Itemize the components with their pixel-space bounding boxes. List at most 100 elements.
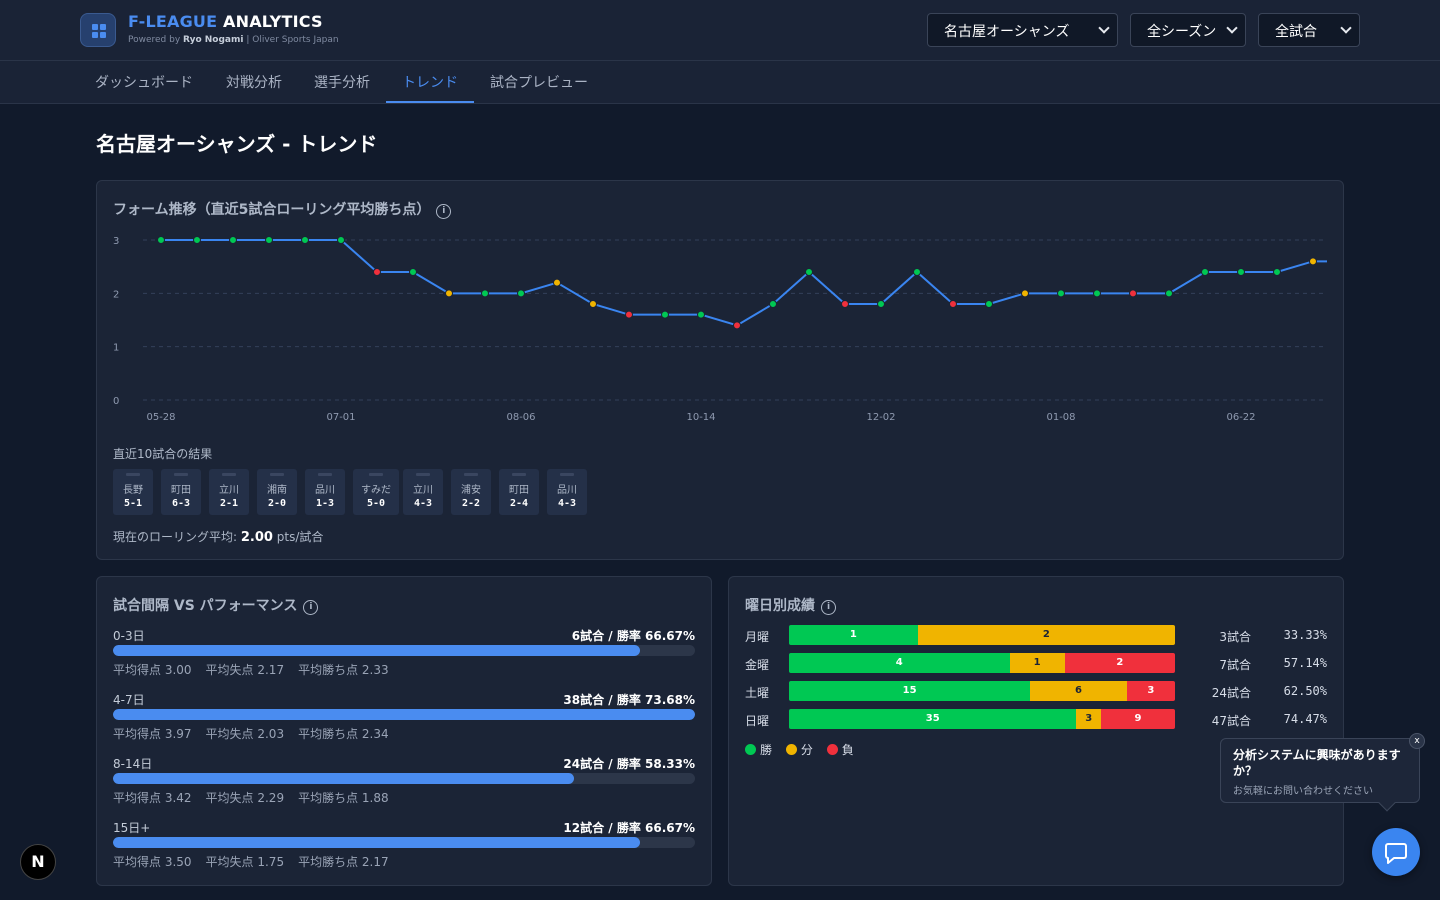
tab-dashboard[interactable]: ダッシュボード	[95, 75, 193, 91]
match-score: 5-1	[123, 498, 143, 509]
interval-stat: 平均得点 3.42	[113, 791, 192, 805]
weekday-segment-loss: 3	[1126, 681, 1175, 701]
info-icon[interactable]: i	[303, 600, 319, 615]
match-score: 4-3	[557, 498, 577, 509]
recent-results-title: 直近10試合の結果	[113, 447, 213, 461]
recent-match-tile[interactable]: 町田 2-4	[499, 469, 539, 515]
recent-match-tile[interactable]: すみだ 5-0	[353, 469, 399, 515]
interval-stat: 平均勝ち点 2.17	[298, 855, 389, 869]
interval-bar-fill	[113, 773, 574, 784]
weekday-label: 金曜	[745, 658, 770, 672]
match-score: 5-0	[366, 498, 386, 509]
interval-stat: 平均失点 2.29	[205, 791, 285, 805]
data-point	[1201, 268, 1209, 276]
tab-matchup[interactable]: 対戦分析	[226, 75, 282, 91]
recent-match-tile[interactable]: 町田 6-3	[161, 469, 201, 515]
y-tick-label: 0	[113, 396, 119, 407]
match-opponent: 長野	[123, 485, 143, 496]
weekday-label: 土曜	[745, 686, 770, 700]
recent-match-tile[interactable]: 品川 4-3	[547, 469, 587, 515]
data-point	[589, 300, 597, 308]
data-point	[553, 278, 561, 287]
info-icon[interactable]: i	[821, 600, 836, 615]
chevron-down-icon	[1226, 22, 1238, 34]
interval-summary: 38試合 / 勝率 73.68%	[563, 693, 695, 707]
interval-stats: 平均得点 3.42 平均失点 2.29 平均勝ち点 1.88	[113, 789, 403, 806]
weekday-segment-draw: 3	[1076, 709, 1102, 729]
interval-bar-fill	[113, 837, 640, 848]
chat-icon	[1385, 843, 1407, 864]
weekday-legend: 勝 分 負	[745, 741, 864, 758]
data-point	[481, 289, 489, 298]
nav-tabs: ダッシュボード 対戦分析 選手分析 トレンド 試合プレビュー	[0, 61, 1440, 104]
x-tick-label: 06-22	[1226, 412, 1255, 423]
weekday-title: 曜日別成績 i	[745, 595, 836, 615]
recent-match-tile[interactable]: 品川 1-3	[305, 469, 345, 515]
data-point	[733, 321, 741, 330]
weekday-games: 7試合	[1219, 658, 1251, 672]
match-opponent: 品川	[557, 485, 577, 496]
match-opponent: 町田	[509, 485, 529, 496]
tab-preview[interactable]: 試合プレビュー	[490, 75, 588, 91]
x-tick-label: 07-01	[326, 412, 355, 423]
data-point	[697, 310, 705, 319]
x-tick-label: 05-28	[146, 412, 175, 423]
x-tick-label: 08-06	[506, 412, 535, 423]
match-score: 2-0	[267, 498, 287, 509]
weekday-rate: 62.50%	[1283, 684, 1327, 698]
weekday-segment-win: 4	[789, 653, 1010, 673]
data-point	[373, 268, 381, 276]
chat-button[interactable]	[1372, 828, 1420, 876]
data-point	[409, 268, 417, 276]
brand-title: F-LEAGUE ANALYTICS	[128, 12, 323, 31]
interval-stat: 平均失点 1.75	[205, 855, 285, 869]
interval-stat: 平均勝ち点 2.34	[298, 727, 389, 741]
close-icon[interactable]: x	[1409, 733, 1425, 749]
interval-stat: 平均勝ち点 2.33	[298, 663, 389, 677]
data-point	[769, 300, 777, 308]
interval-stat: 平均得点 3.00	[113, 663, 192, 677]
data-point	[1021, 289, 1029, 298]
form-trend-card: フォーム推移（直近5試合ローリング平均勝ち点） i 0 1 2 3 05-28 07-01 0…	[96, 180, 1344, 560]
data-point	[193, 236, 201, 244]
match-type-select[interactable]: 全試合	[1258, 13, 1360, 47]
x-tick-label: 10-14	[686, 412, 715, 423]
tab-trends[interactable]: トレンド	[386, 61, 474, 103]
weekday-games: 24試合	[1211, 686, 1251, 700]
recent-match-tile[interactable]: 長野 5-1	[113, 469, 153, 515]
interval-bar-fill	[113, 709, 695, 720]
season-select[interactable]: 全シーズン	[1130, 13, 1246, 47]
match-opponent: 品川	[315, 485, 335, 496]
data-point	[1057, 289, 1065, 298]
interval-stat: 平均失点 2.17	[205, 663, 285, 677]
tab-players[interactable]: 選手分析	[314, 75, 370, 91]
match-opponent: 浦安	[461, 485, 481, 496]
x-tick-label: 01-08	[1046, 412, 1075, 423]
interval-label: 4-7日	[113, 693, 145, 707]
interval-label: 0-3日	[113, 629, 145, 643]
team-select[interactable]: 名古屋オーシャンズ	[927, 13, 1118, 47]
interval-stats: 平均得点 3.50 平均失点 1.75 平均勝ち点 2.17	[113, 853, 403, 870]
recent-match-tile[interactable]: 湘南 2-0	[257, 469, 297, 515]
data-point	[1165, 289, 1173, 298]
chevron-down-icon	[1098, 22, 1110, 34]
y-tick-label: 1	[113, 343, 119, 354]
interval-stats: 平均得点 3.97 平均失点 2.03 平均勝ち点 2.34	[113, 725, 403, 742]
recent-match-tile[interactable]: 立川 4-3	[403, 469, 443, 515]
data-point	[1129, 289, 1137, 298]
data-point	[625, 310, 633, 319]
series-line	[161, 239, 1327, 327]
interval-bar	[113, 837, 695, 848]
data-point	[1309, 257, 1317, 266]
logo-icon	[80, 13, 116, 47]
next-badge[interactable]: N	[20, 844, 56, 880]
info-icon[interactable]: i	[436, 204, 452, 219]
chevron-down-icon	[1340, 22, 1352, 34]
data-point	[913, 268, 921, 276]
match-score: 2-4	[509, 498, 529, 509]
recent-match-tile[interactable]: 浦安 2-2	[451, 469, 491, 515]
recent-match-tile[interactable]: 立川 2-1	[209, 469, 249, 515]
y-tick-label: 3	[113, 236, 119, 247]
contact-popup[interactable]: 分析システムに興味がありますか？ お気軽にお問い合わせください	[1220, 738, 1420, 812]
form-trend-chart: 0 1 2 3 05-28 07-01 08-06 10-14 12-02 01-08 06-22	[113, 236, 1327, 423]
